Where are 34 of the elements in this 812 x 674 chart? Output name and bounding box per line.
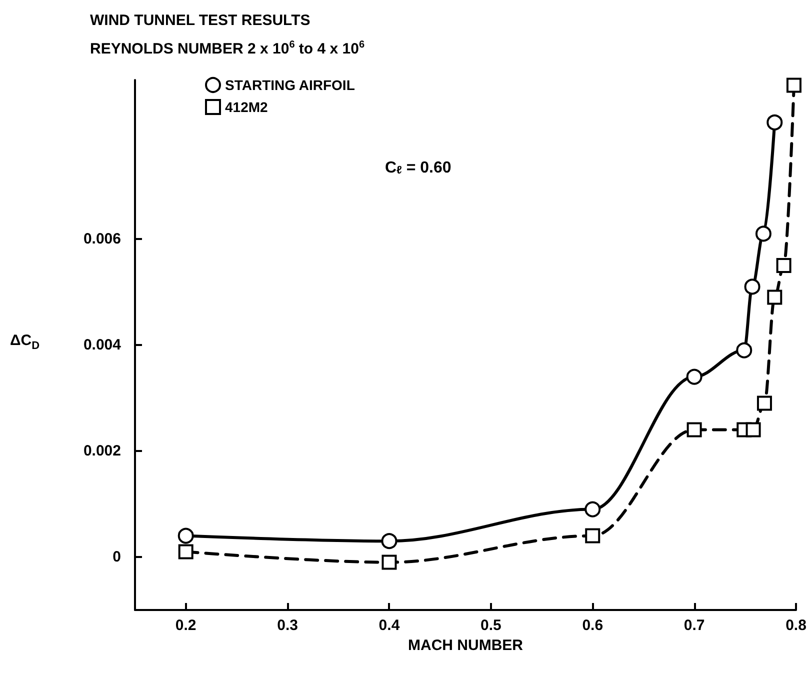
point (744, 278, 760, 295)
point (686, 422, 702, 438)
point (736, 342, 752, 358)
point (766, 114, 783, 130)
point (178, 544, 194, 560)
x-axis-title: MACH NUMBER (408, 637, 524, 654)
legend-label: 412M2 (225, 99, 268, 115)
x-tick-label: 0.8 (786, 617, 806, 634)
point (382, 554, 397, 570)
x-tick-label: 0.6 (582, 617, 604, 634)
x-tick-label: 0.4 (378, 617, 400, 634)
y-tick-label: 0.004 (83, 336, 122, 354)
point (686, 368, 702, 385)
point (767, 290, 782, 305)
x-tick-label: 0.3 (277, 617, 298, 634)
point (755, 226, 772, 242)
point (178, 528, 194, 544)
point (756, 396, 772, 411)
point (381, 533, 398, 550)
point (746, 422, 761, 438)
y-tick-label: 0 (112, 548, 121, 566)
chart-title: WIND TUNNEL TEST RESULTS (90, 12, 310, 29)
x-tick-label: 0.2 (175, 617, 196, 634)
legend-label: STARTING AIRFOIL (225, 77, 356, 93)
x-tick-label: 0.7 (684, 617, 705, 634)
point (786, 78, 802, 93)
annotation: Cℓ = 0.60 (385, 160, 452, 176)
y-axis-title: ΔC$_{D}$ (10, 332, 40, 352)
y-tick-label: 0.006 (83, 230, 121, 248)
point (584, 501, 601, 518)
y-tick-label: 0.002 (83, 442, 121, 460)
x-tick-label: 0.5 (480, 617, 502, 634)
point (585, 528, 600, 544)
point (776, 258, 792, 273)
